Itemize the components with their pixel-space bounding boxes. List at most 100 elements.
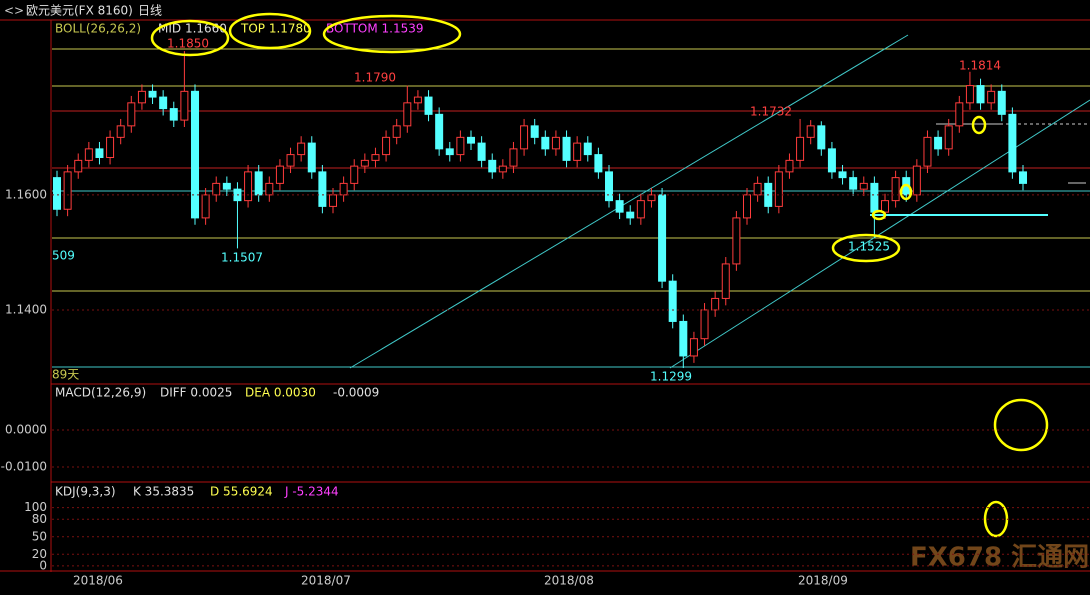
candle-body xyxy=(350,165,359,184)
candle-body xyxy=(169,108,178,121)
candle-body xyxy=(520,125,529,150)
candle-body xyxy=(870,182,879,213)
macd-dea: DEA 0.0030 xyxy=(245,386,316,400)
candle-body xyxy=(95,148,104,158)
candle-body xyxy=(392,125,401,138)
candle-body xyxy=(987,90,996,104)
candle-body xyxy=(509,148,518,167)
annotation: 1.1790 xyxy=(354,71,396,85)
candle-body xyxy=(297,142,306,156)
candle-body xyxy=(838,171,847,179)
candle-body xyxy=(159,96,168,110)
annotation: 509 xyxy=(52,249,75,263)
candle-body xyxy=(467,136,475,144)
candle-body xyxy=(668,280,677,322)
candle-body xyxy=(339,182,348,196)
candle-body xyxy=(191,90,199,219)
boll-top: TOP 1.1780 xyxy=(240,22,311,36)
candles xyxy=(53,51,1027,369)
y-tick-label: -0.0100 xyxy=(1,460,47,474)
annotation: 1.1299 xyxy=(650,370,692,384)
candle-body xyxy=(859,182,868,190)
boll-bottom: BOTTOM 1.1539 xyxy=(326,22,424,36)
candle-body xyxy=(307,142,316,173)
candle-body xyxy=(382,136,391,156)
kdj-label[interactable]: KDJ(9,3,3) xyxy=(55,485,116,499)
annotation: 1.1814 xyxy=(959,59,1001,73)
candle-body xyxy=(689,338,698,357)
candle-body xyxy=(329,194,337,207)
candle-body xyxy=(721,263,730,299)
candle-body xyxy=(488,159,497,173)
candle-body xyxy=(965,85,974,104)
candle-body xyxy=(116,125,125,138)
candle-body xyxy=(106,136,115,158)
candle-body xyxy=(774,171,783,207)
nav-icon[interactable]: <> xyxy=(4,4,24,18)
candle-body xyxy=(424,96,433,115)
candle-body xyxy=(626,211,635,219)
symbol-title: 欧元美元(FX 8160) xyxy=(26,4,133,18)
x-tick-label: 2018/07 xyxy=(301,574,351,588)
candle-body xyxy=(498,165,507,173)
candle-body xyxy=(817,125,826,150)
candle-body xyxy=(796,136,805,161)
candle-body xyxy=(711,297,720,311)
candle-body xyxy=(976,85,985,104)
frames xyxy=(0,19,1090,572)
kdj-j: J -5.2344 xyxy=(284,485,339,499)
candle-body xyxy=(583,142,592,156)
macd-label[interactable]: MACD(12,26,9) xyxy=(55,386,146,400)
candle-body xyxy=(53,177,61,210)
candle-body xyxy=(445,148,454,156)
candle-body xyxy=(997,90,1006,115)
candle-body xyxy=(562,136,571,161)
candle-body xyxy=(785,159,794,173)
y-tick-label: 1.1600 xyxy=(5,187,47,201)
kdj-d: D 55.6924 xyxy=(210,485,273,499)
annotation: 1.1850 xyxy=(167,37,209,51)
y-tick-label: 0 xyxy=(39,558,47,572)
annotations: 1.1850 1.1790 1.1507 1.1732 1.1814 1.152… xyxy=(52,37,1001,384)
boll-mid: MID 1.1660 xyxy=(158,22,227,36)
annotation: 1.1507 xyxy=(221,251,263,265)
annotation: 89天 xyxy=(52,368,79,382)
annotation: 1.1525 xyxy=(848,240,890,254)
highlights xyxy=(150,12,1049,538)
y-tick-label: 20 xyxy=(32,547,47,561)
candle-body xyxy=(435,113,444,150)
candle-body xyxy=(806,125,815,138)
candle-body xyxy=(955,102,964,127)
candle-body xyxy=(201,194,210,219)
candle-body xyxy=(254,171,263,196)
candle-body xyxy=(923,136,932,167)
candle-body xyxy=(275,165,284,184)
candle-body xyxy=(647,194,656,202)
candle-body xyxy=(615,200,624,213)
candle-body xyxy=(541,136,550,150)
candle-body xyxy=(212,182,221,196)
macd-diff: DIFF 0.0025 xyxy=(160,386,232,400)
candle-body xyxy=(244,171,253,202)
y-tick-label: 50 xyxy=(32,529,47,543)
y-tick-label: 1.1400 xyxy=(5,302,47,316)
candle-body xyxy=(63,171,72,210)
period[interactable]: 日线 xyxy=(138,4,162,18)
boll-label[interactable]: BOLL(26,26,2) xyxy=(55,22,141,36)
x-tick-label: 2018/09 xyxy=(798,574,848,588)
candle-body xyxy=(658,194,667,282)
candle-body xyxy=(1019,171,1027,184)
candle-body xyxy=(700,309,709,340)
candle-body xyxy=(371,154,380,161)
candle-body xyxy=(732,217,741,265)
candle-body xyxy=(944,125,953,150)
candle-body xyxy=(222,182,231,190)
candle-body xyxy=(827,148,836,173)
y-tick-label: 100 xyxy=(24,500,47,514)
candle-body xyxy=(360,159,369,167)
candle-body xyxy=(265,182,274,196)
watermark: FX678 汇通网 xyxy=(910,543,1089,573)
annotation: 1.1732 xyxy=(750,105,792,119)
kdj-k: K 35.3835 xyxy=(133,485,194,499)
